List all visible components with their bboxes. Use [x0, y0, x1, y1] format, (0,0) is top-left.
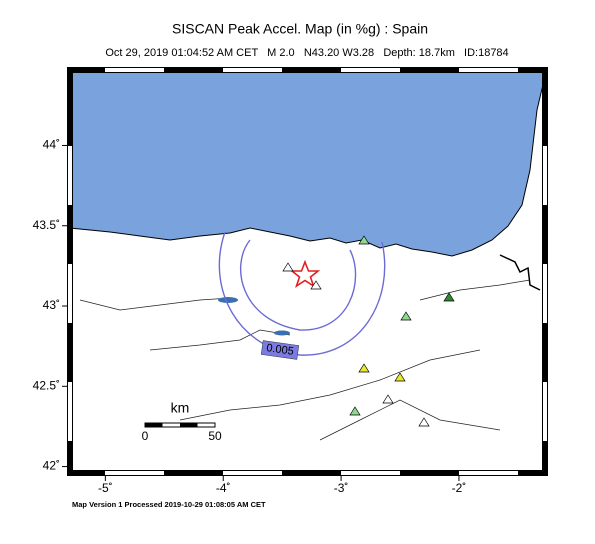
x-tick-label: -4˚ — [216, 481, 231, 495]
map-title: SISCAN Peak Accel. Map (in %g) : Spain — [172, 21, 428, 37]
scale-unit: km — [171, 400, 190, 416]
scale-label: 50 — [208, 429, 222, 443]
footer: Map Version 1 Processed 2019-10-29 01:08… — [72, 500, 266, 509]
scale-bar-segment — [180, 423, 198, 427]
contour — [218, 231, 386, 356]
map-area: 0.005 km 0 50 — [67, 67, 548, 476]
frame — [67, 67, 548, 476]
scale-bar: km 0 50 — [142, 400, 222, 443]
station — [418, 417, 430, 427]
reservoir — [274, 330, 290, 336]
ocean — [69, 69, 546, 257]
river — [419, 279, 531, 301]
y-tick-label: 42˚ — [43, 459, 60, 473]
y-tick-label: 42.5˚ — [33, 378, 60, 392]
station — [443, 292, 455, 302]
river — [319, 399, 501, 441]
station — [310, 280, 322, 290]
station — [394, 372, 406, 382]
station — [349, 406, 361, 416]
scale-bar-segment — [145, 423, 163, 427]
map-subtitle: Oct 29, 2019 01:04:52 AM CET M 2.0 N43.2… — [105, 47, 508, 59]
station — [358, 363, 370, 373]
contour — [239, 239, 357, 331]
station — [400, 311, 412, 321]
contour-label: 0.005 — [266, 342, 295, 358]
stations — [282, 235, 455, 427]
frame-checks — [68, 68, 547, 475]
y-tick-label: 43.5˚ — [33, 218, 60, 232]
contour-label-box — [260, 340, 300, 360]
station — [358, 235, 370, 245]
x-tick-label: -5˚ — [98, 481, 113, 495]
y-tick-label: 43˚ — [43, 298, 60, 312]
station — [282, 262, 294, 272]
x-tick-label: -2˚ — [452, 481, 467, 495]
y-tick-label: 44˚ — [43, 138, 60, 152]
border — [499, 254, 541, 291]
station — [382, 394, 394, 404]
epicenter — [289, 259, 321, 288]
river — [179, 349, 481, 421]
scale-label: 0 — [142, 429, 149, 443]
reservoir — [218, 297, 238, 303]
ticks: -5˚ -4˚ -3˚ -2˚ 42˚ 42.5˚ 43˚ 43.5˚ 44˚ — [33, 138, 467, 496]
river — [79, 297, 231, 311]
river — [149, 329, 291, 351]
x-tick-label: -3˚ — [334, 481, 349, 495]
